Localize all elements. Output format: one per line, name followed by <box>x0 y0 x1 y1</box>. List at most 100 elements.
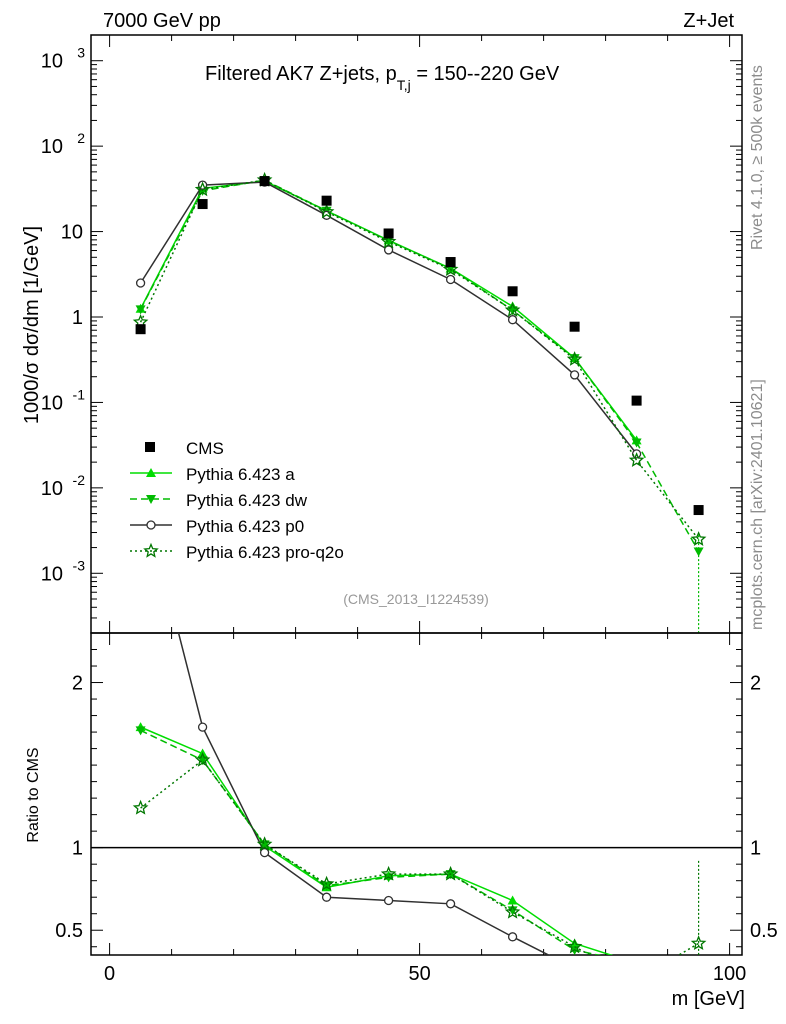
y-tick-label: 10 <box>41 136 63 158</box>
marker-square <box>631 395 642 406</box>
ratio-tick-label-right: 1 <box>750 838 761 860</box>
main-series-group <box>132 171 707 633</box>
marker-square <box>321 195 332 206</box>
y-tick-exponent: -3 <box>73 557 86 573</box>
marker-triangle-down <box>631 438 642 448</box>
marker-open-circle <box>507 932 518 942</box>
ratio-y-axis-label: Ratio to CMS <box>25 747 42 842</box>
legend-label-3: Pythia 6.423 pro-q2o <box>186 543 344 562</box>
marker-triangle-up <box>632 958 642 967</box>
x-tick-label: 50 <box>408 963 430 985</box>
marker-open-star <box>132 799 149 815</box>
marker-square <box>507 286 518 297</box>
marker-open-star <box>380 865 397 881</box>
legend-label-1: Pythia 6.423 dw <box>186 491 308 510</box>
side-label-bottom: mcplots.cern.ch [arXiv:2401.10621] <box>749 379 766 630</box>
marker-triangle-down <box>507 906 518 916</box>
series-line-1 <box>139 179 700 552</box>
title-tail: = 150--220 GeV <box>411 63 560 85</box>
marker-open-star <box>690 531 707 546</box>
ratio-tick-label: 2 <box>72 673 83 695</box>
marker-open-circle <box>137 480 145 488</box>
title-sub: T,j <box>397 77 411 93</box>
ratio-tick-label-right: 2 <box>750 673 761 695</box>
marker-square <box>259 176 270 187</box>
y-tick-exponent: 2 <box>77 130 85 146</box>
marker-open-star <box>256 836 273 851</box>
title-main: Filtered AK7 Z+jets, p <box>205 63 397 85</box>
y-tick-label: 10 <box>41 51 63 73</box>
marker-open-circle <box>321 892 332 902</box>
x-tick-label: 0 <box>104 963 115 985</box>
marker-square <box>569 321 580 332</box>
marker-open-circle <box>197 722 208 732</box>
marker-open-circle <box>135 278 146 288</box>
series-line-0 <box>139 180 638 441</box>
series-line-2 <box>139 181 638 455</box>
marker-square <box>135 324 146 335</box>
ratio-tick-label: 0.5 <box>55 920 83 942</box>
x-tick-label: 100 <box>713 963 746 985</box>
marker-open-circle <box>259 847 270 858</box>
marker-open-star <box>194 751 211 767</box>
marker-open-circle <box>569 370 580 380</box>
legend-label-data: CMS <box>186 439 224 458</box>
ratio-line-0 <box>140 726 614 955</box>
marker-open-star <box>566 938 583 954</box>
marker-open-circle <box>507 315 518 325</box>
marker-triangle-down <box>694 959 704 968</box>
marker-triangle-up <box>146 468 156 477</box>
marker-open-circle <box>146 520 156 530</box>
y-tick-label: 10 <box>41 563 63 585</box>
legend-label-2: Pythia 6.423 p0 <box>186 517 304 536</box>
ratio-line-3 <box>140 759 699 955</box>
marker-open-star <box>318 875 335 891</box>
legend: CMS Pythia 6.423 a Pythia 6.423 dw Pythia 6… <box>130 439 344 562</box>
marker-triangle-down <box>135 726 146 736</box>
header-right: Z+Jet <box>683 10 734 32</box>
marker-triangle-down <box>135 305 146 315</box>
ratio-tick-label: 1 <box>72 838 83 860</box>
series-line-3 <box>139 179 700 540</box>
marker-square <box>693 505 704 516</box>
marker-open-circle <box>445 899 456 909</box>
legend-label-0: Pythia 6.423 a <box>186 465 295 484</box>
legend-marker-data <box>145 442 155 452</box>
ratio-plot: 0 50 1000.5 0.51 12 2 <box>55 480 778 985</box>
ratio-line-1 <box>140 729 602 955</box>
marker-open-star <box>504 903 521 919</box>
marker-open-star <box>442 865 459 881</box>
main-plot: 10 -3 10 -2 10 -1 1 10 10 2 10 3 <box>41 34 743 634</box>
analysis-watermark: (CMS_2013_I1224539) <box>343 591 489 607</box>
marker-open-star <box>442 261 459 277</box>
y-tick-label: 10 <box>41 478 63 500</box>
side-label-top: Rivet 4.1.0, ≥ 500k events <box>749 65 766 250</box>
marker-open-circle <box>571 964 579 972</box>
marker-open-star <box>194 181 211 197</box>
y-tick-label: 10 <box>41 392 63 414</box>
y-axis-label: 1000/σ dσ/dm [1/GeV] <box>21 226 43 424</box>
marker-open-star <box>630 973 642 985</box>
y-tick-exponent: -2 <box>73 472 86 488</box>
marker-open-circle <box>383 895 394 906</box>
ratio-tick-label-right: 0.5 <box>750 920 778 942</box>
marker-triangle-down <box>146 495 156 504</box>
ratio-line-2 <box>177 633 551 955</box>
y-tick-label: 10 <box>61 222 83 244</box>
chart-title: Filtered AK7 Z+jets, pT,j = 150--220 GeV <box>205 63 560 93</box>
marker-square <box>445 257 456 268</box>
marker-open-star <box>318 203 335 219</box>
marker-open-circle <box>383 245 394 255</box>
marker-triangle-down <box>632 959 642 968</box>
marker-open-star <box>380 233 397 249</box>
marker-triangle-up <box>569 938 580 948</box>
marker-open-star <box>504 301 521 317</box>
y-tick-label: 1 <box>72 307 83 329</box>
ratio-frame <box>90 632 743 956</box>
marker-open-circle <box>445 274 456 285</box>
x-axis-label: m [GeV] <box>672 988 745 1010</box>
y-tick-exponent: -1 <box>73 386 86 402</box>
marker-open-star <box>628 452 645 467</box>
marker-triangle-up <box>507 895 518 905</box>
